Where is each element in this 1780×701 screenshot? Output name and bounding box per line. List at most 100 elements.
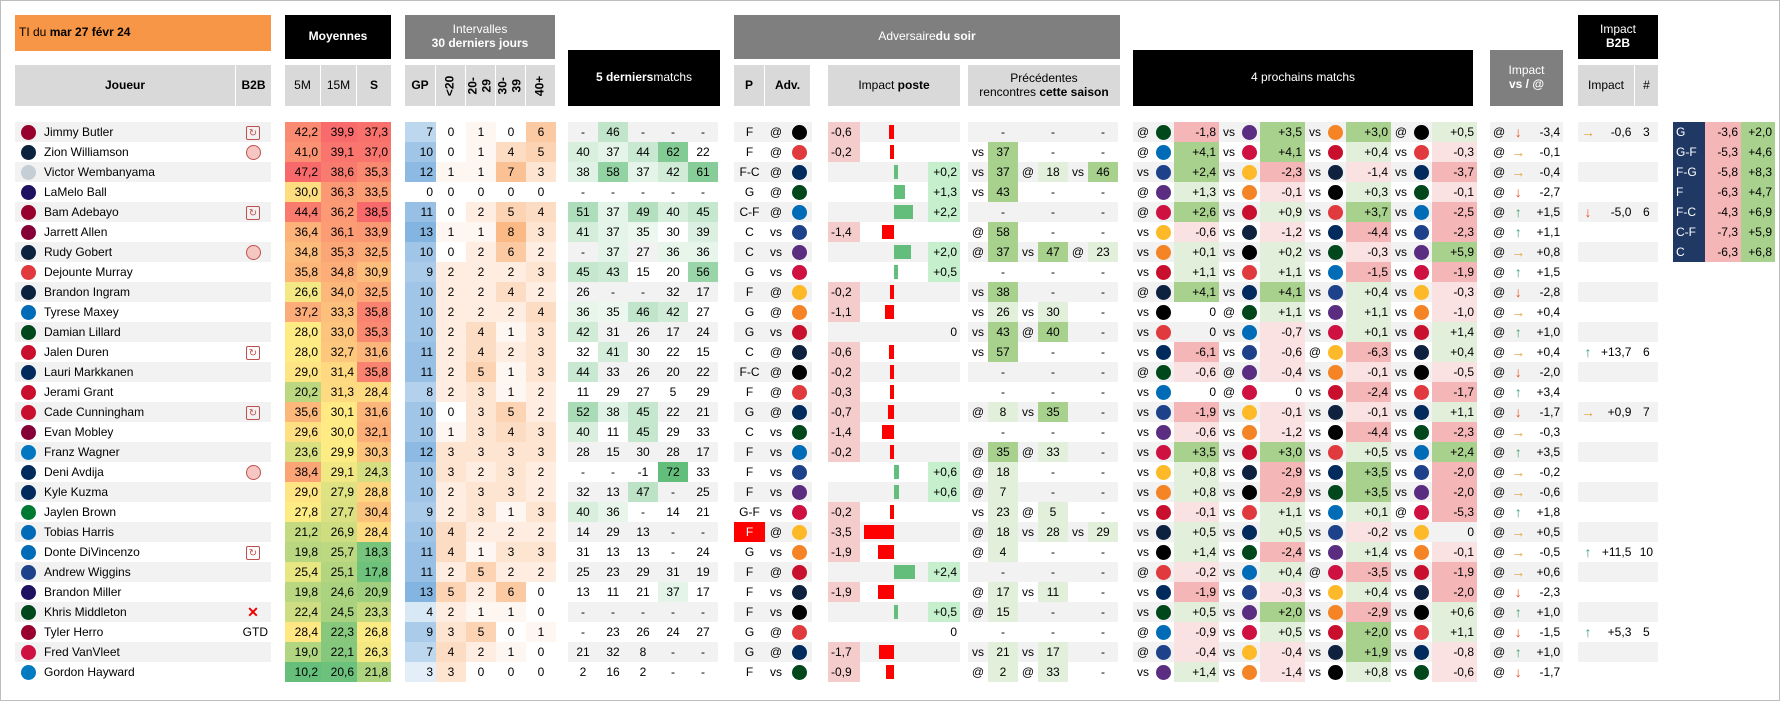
col-adv[interactable]: Adv.	[765, 65, 810, 106]
last5-score: 15	[696, 345, 710, 359]
trend-arrow-cell: ↓	[1508, 362, 1529, 382]
last5-score: 21	[688, 402, 718, 422]
player-row[interactable]: Franz Wagner	[15, 442, 271, 462]
player-row[interactable]: Jimmy Butler ↻	[15, 122, 271, 142]
last5-score: 2	[579, 665, 587, 679]
next-opponent-logo-icon	[1242, 264, 1257, 280]
player-row[interactable]: Gordon Hayward	[15, 662, 271, 682]
col-b2b[interactable]: B2B	[236, 65, 271, 106]
next-location: vs	[1305, 362, 1325, 382]
home-away-symbol: @	[1493, 145, 1506, 159]
player-row[interactable]: Khris Middleton ✕	[15, 602, 271, 622]
interval-count: 3	[466, 442, 496, 462]
impact-poste-row: -1,9	[828, 542, 960, 562]
avg-row: 10,2 20,6 21,8	[285, 662, 391, 682]
impact-pos-value	[928, 502, 960, 522]
opponent-logo-cell	[787, 622, 812, 642]
player-row[interactable]: Damian Lillard	[15, 322, 271, 342]
player-row[interactable]: Brandon Ingram	[15, 282, 271, 302]
player-row[interactable]: Brandon Miller	[15, 582, 271, 602]
col-hash[interactable]: #	[1635, 65, 1658, 106]
player-row[interactable]: Donte DiVincenzo ↻	[15, 542, 271, 562]
impact-poste-row: -0,2	[828, 362, 960, 382]
col-s[interactable]: S	[357, 65, 391, 106]
col-2029[interactable]: 20-29	[466, 65, 495, 106]
next-logo-cell	[1411, 162, 1432, 182]
interval-row: 11 2 5 2 2	[405, 562, 556, 582]
player-row[interactable]: Lauri Markkanen	[15, 362, 271, 382]
player-row[interactable]: Zion Williamson	[15, 142, 271, 162]
interval-count: 4	[496, 282, 526, 302]
avg-m5: 29,0	[285, 482, 321, 502]
b2b-impact-value	[1598, 502, 1634, 522]
col-precedentes[interactable]: Précédentes rencontres cette saison	[968, 65, 1120, 106]
player-row[interactable]: Jalen Duren ↻	[15, 342, 271, 362]
next-opponent-logo-icon	[1328, 524, 1343, 540]
b2b-arrow-cell	[1578, 322, 1598, 342]
position-label: G-F	[1673, 142, 1705, 162]
last5-score: 32	[576, 345, 590, 359]
avg-m5: 47,2	[285, 162, 321, 182]
player-row[interactable]: Kyle Kuzma	[15, 482, 271, 502]
b2b-count	[1634, 382, 1658, 402]
col-p[interactable]: P	[734, 65, 764, 106]
header-impact-b2b: Impact B2B	[1578, 15, 1658, 59]
interval-count: 1	[466, 542, 496, 562]
col-impact[interactable]: Impact	[1578, 65, 1634, 106]
player-row[interactable]: Tyler Herro GTD	[15, 622, 271, 642]
player-row[interactable]: Rudy Gobert	[15, 242, 271, 262]
games-played: 13	[405, 222, 436, 242]
player-row[interactable]: LaMelo Ball	[15, 182, 271, 202]
next-impact: +2,4	[1432, 442, 1477, 462]
col-5m[interactable]: 5M	[285, 65, 320, 106]
next-impact: -4,4	[1346, 422, 1391, 442]
interval-count: 1	[496, 322, 526, 342]
player-row[interactable]: Jerami Grant	[15, 382, 271, 402]
player-row[interactable]: Fred VanVleet	[15, 642, 271, 662]
games-played: 10	[405, 282, 436, 302]
player-row[interactable]: Victor Wembanyama	[15, 162, 271, 182]
player-row[interactable]: Jarrett Allen	[15, 222, 271, 242]
col-3039[interactable]: 30-39	[496, 65, 525, 106]
impact-neg-value	[828, 162, 860, 182]
last5-score: 33	[696, 465, 710, 479]
next-opponent-logo-icon	[1242, 424, 1257, 440]
next-location: vs	[1137, 545, 1149, 559]
col-gp[interactable]: GP	[405, 65, 435, 106]
player-row[interactable]: Tobias Harris	[15, 522, 271, 542]
col-lt20[interactable]: <20	[436, 65, 465, 106]
opponent-logo-cell	[787, 662, 812, 682]
next-impact: -1,9	[1174, 582, 1219, 602]
next-impact: -2,9	[1260, 462, 1305, 482]
b2b-arrow-cell	[1578, 242, 1598, 262]
player-row[interactable]: Dejounte Murray	[15, 262, 271, 282]
next-impact: -2,3	[1432, 422, 1477, 442]
col-40[interactable]: 40+	[526, 65, 555, 106]
player-row[interactable]: Jaylen Brown	[15, 502, 271, 522]
player-row[interactable]: Andrew Wiggins	[15, 562, 271, 582]
player-row[interactable]: Cade Cunningham ↻	[15, 402, 271, 422]
impact-bar-cell	[860, 222, 928, 242]
next-impact: +1,4	[1432, 322, 1477, 342]
next-impact: -0,4	[1174, 642, 1219, 662]
col-joueur[interactable]: Joueur	[15, 65, 235, 106]
player-row[interactable]: Deni Avdija	[15, 462, 271, 482]
col-impact-poste[interactable]: Impact poste	[828, 65, 960, 106]
b2b-count	[1634, 182, 1658, 202]
col-15m[interactable]: 15M	[321, 65, 356, 106]
home-away-symbol: @	[1490, 642, 1509, 662]
avg-m15: 22,3	[321, 622, 357, 642]
player-row[interactable]: Tyrese Maxey	[15, 302, 271, 322]
player-row[interactable]: Evan Mobley	[15, 422, 271, 442]
last5-score: 61	[688, 162, 718, 182]
player-row[interactable]: Bam Adebayo ↻	[15, 202, 271, 222]
b2b-count	[1634, 162, 1659, 182]
avg-row: 35,8 34,8 30,9	[285, 262, 391, 282]
team-logo-icon	[20, 204, 36, 220]
trend-arrow-cell: ↓	[1508, 582, 1528, 602]
avg-s: 32,5	[357, 282, 391, 302]
next-opponent-logo-icon	[1328, 264, 1343, 280]
next-location: vs	[1219, 162, 1239, 182]
next-opponent-logo-icon	[1414, 344, 1429, 360]
